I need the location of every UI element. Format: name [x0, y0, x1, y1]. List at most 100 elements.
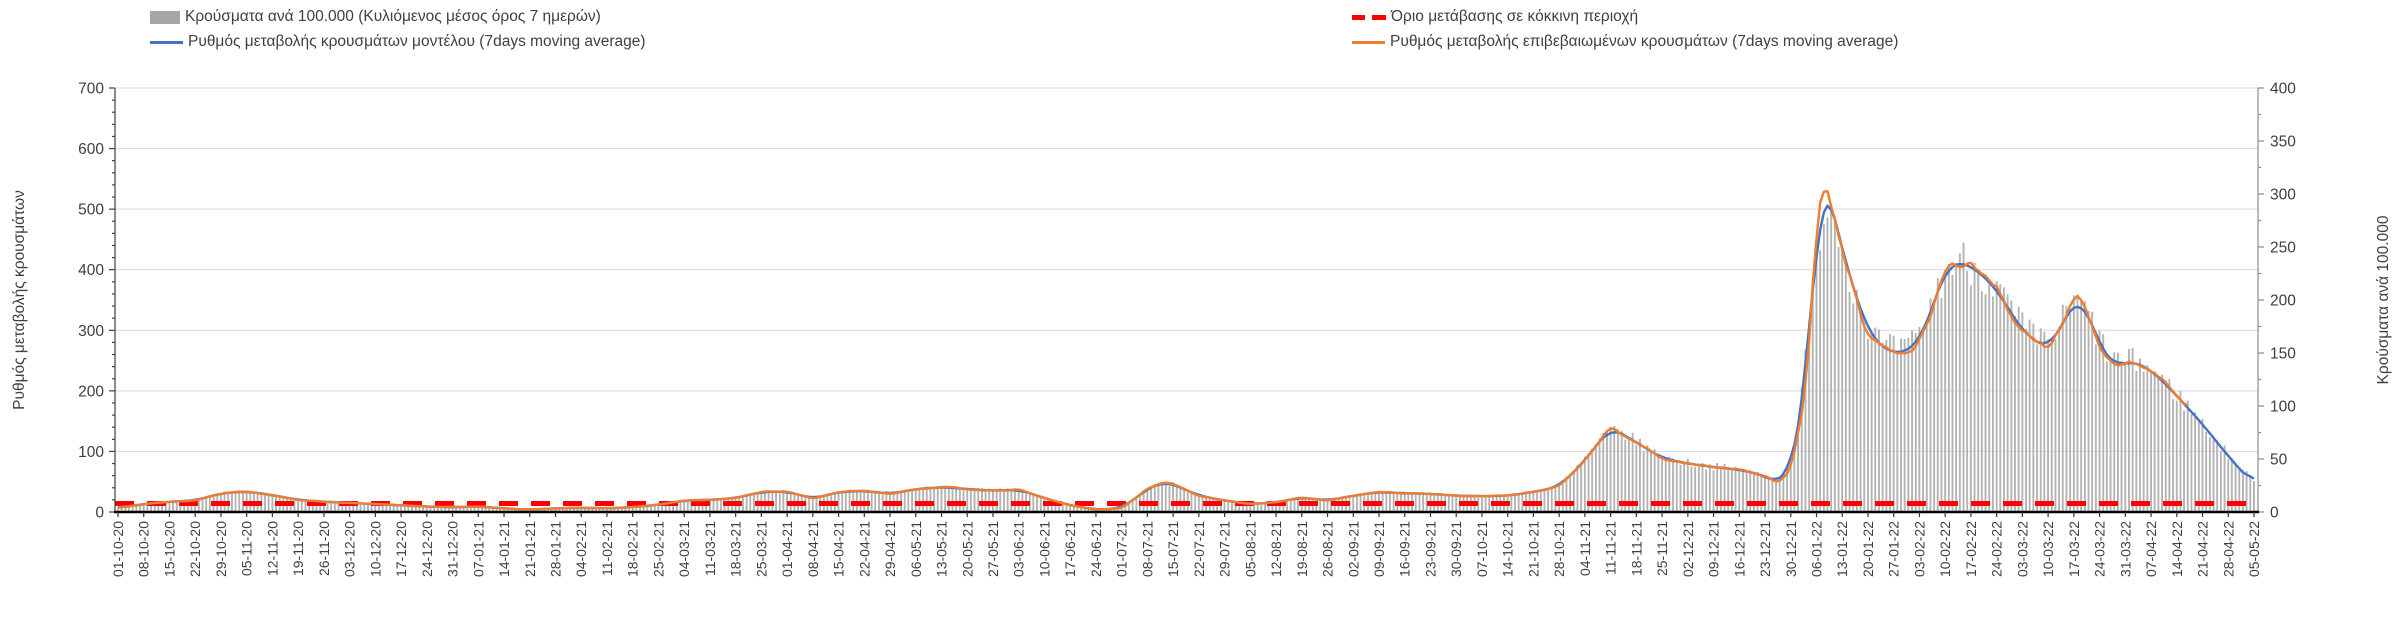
- daily-cases-bar: [881, 493, 884, 512]
- daily-cases-bar: [1414, 494, 1417, 512]
- daily-cases-bar: [1061, 502, 1064, 512]
- daily-cases-bar: [690, 500, 693, 512]
- daily-cases-bar: [1572, 470, 1575, 512]
- daily-cases-bar: [370, 503, 373, 512]
- daily-cases-bar: [396, 504, 399, 512]
- y-left-tick-label: 600: [78, 141, 104, 158]
- daily-cases-bar: [2142, 371, 2145, 512]
- daily-cases-bar: [1484, 495, 1487, 512]
- daily-cases-bar: [297, 498, 299, 512]
- x-tick-label: 08-04-21: [805, 521, 821, 577]
- daily-cases-bar: [1168, 485, 1171, 512]
- daily-cases-bar: [1094, 509, 1097, 512]
- x-tick-label: 02-12-21: [1680, 521, 1696, 577]
- daily-cases-bar: [1837, 247, 1840, 512]
- daily-cases-bar: [2157, 377, 2160, 512]
- daily-cases-bar: [642, 506, 645, 512]
- daily-cases-bar: [587, 508, 590, 512]
- x-tick-label: 14-10-21: [1500, 521, 1516, 577]
- daily-cases-bar: [1451, 495, 1454, 512]
- daily-cases-bar: [609, 508, 612, 512]
- daily-cases-bar: [2172, 399, 2174, 512]
- daily-cases-bar: [1811, 277, 1814, 512]
- daily-cases-bar: [315, 500, 318, 512]
- daily-cases-bar: [1697, 466, 1700, 512]
- daily-cases-bar: [1885, 339, 1888, 512]
- daily-cases-bar: [870, 490, 873, 512]
- daily-cases-bar: [628, 507, 630, 512]
- x-tick-label: 24-12-20: [419, 521, 435, 577]
- daily-cases-bar: [231, 491, 233, 512]
- daily-cases-bar: [686, 500, 689, 512]
- x-tick-label: 10-12-20: [367, 521, 383, 577]
- daily-cases-bar: [1069, 504, 1072, 512]
- x-tick-label: 06-05-21: [908, 521, 924, 577]
- daily-cases-bar: [925, 486, 928, 512]
- daily-cases-bar: [951, 485, 954, 512]
- x-tick-label: 24-03-22: [2092, 521, 2108, 577]
- daily-cases-bar: [1789, 458, 1792, 512]
- daily-cases-bar: [1980, 291, 1983, 512]
- daily-cases-bar: [1197, 493, 1200, 512]
- daily-cases-bar: [139, 504, 141, 512]
- daily-cases-bar: [988, 488, 991, 512]
- daily-cases-bar: [1672, 458, 1674, 512]
- x-tick-label: 12-08-21: [1268, 521, 1284, 577]
- daily-cases-bar: [719, 498, 722, 512]
- x-tick-label: 15-07-21: [1165, 521, 1181, 577]
- daily-cases-bar: [2117, 352, 2119, 512]
- daily-cases-bar: [1517, 494, 1520, 512]
- daily-cases-bar: [1282, 501, 1285, 512]
- daily-cases-bar: [999, 488, 1002, 512]
- daily-cases-bar: [1730, 469, 1733, 512]
- daily-cases-bar: [197, 499, 200, 512]
- daily-cases-bar: [1988, 283, 1991, 512]
- daily-cases-bar: [201, 499, 204, 512]
- x-tick-label: 02-09-21: [1345, 521, 1361, 577]
- daily-cases-bar: [1708, 464, 1711, 512]
- daily-cases-bar: [1936, 278, 1939, 512]
- daily-cases-bar: [2054, 339, 2057, 512]
- daily-cases-bar: [911, 488, 913, 512]
- x-tick-label: 10-06-21: [1036, 521, 1052, 577]
- daily-cases-bar: [598, 508, 601, 512]
- daily-cases-bar: [183, 501, 186, 512]
- daily-cases-bar: [668, 502, 671, 512]
- daily-cases-bar: [1120, 505, 1123, 512]
- daily-cases-bar: [981, 488, 983, 512]
- daily-cases-bar: [554, 508, 557, 512]
- x-tick-label: 09-09-21: [1371, 521, 1387, 577]
- x-tick-label: 18-02-21: [625, 521, 641, 577]
- daily-cases-bar: [1514, 493, 1516, 512]
- daily-cases-bar: [848, 489, 851, 512]
- daily-cases-bar: [2131, 347, 2134, 512]
- daily-cases-bar: [572, 508, 575, 512]
- x-tick-label: 24-06-21: [1088, 521, 1104, 577]
- daily-cases-bar: [1083, 507, 1086, 512]
- x-tick-label: 10-03-22: [2040, 521, 2056, 577]
- daily-cases-bar: [422, 505, 424, 512]
- x-tick-label: 07-04-22: [2143, 521, 2159, 577]
- daily-cases-bar: [1146, 488, 1149, 512]
- x-tick-label: 12-11-20: [264, 521, 280, 576]
- daily-cases-bar: [462, 506, 465, 512]
- daily-cases-bar: [161, 501, 163, 512]
- daily-cases-bar: [617, 508, 619, 512]
- daily-cases-bar: [469, 506, 472, 512]
- daily-cases-bar: [1624, 439, 1627, 512]
- daily-cases-bar: [506, 508, 509, 512]
- daily-cases-bar: [1580, 462, 1583, 512]
- daily-cases-bar: [1521, 493, 1524, 512]
- daily-cases-bar: [1753, 472, 1755, 512]
- daily-cases-bar: [837, 493, 840, 512]
- x-tick-label: 05-05-22: [2246, 521, 2262, 577]
- daily-cases-bar: [407, 505, 410, 512]
- daily-cases-bar: [164, 501, 167, 512]
- daily-cases-bar: [1135, 498, 1138, 512]
- daily-cases-bar: [455, 507, 458, 512]
- daily-cases-bar: [521, 509, 524, 512]
- daily-cases-bar: [2164, 380, 2167, 512]
- daily-cases-bar: [1870, 332, 1873, 512]
- daily-cases-bar: [679, 501, 682, 512]
- x-tick-label: 29-07-21: [1217, 521, 1233, 577]
